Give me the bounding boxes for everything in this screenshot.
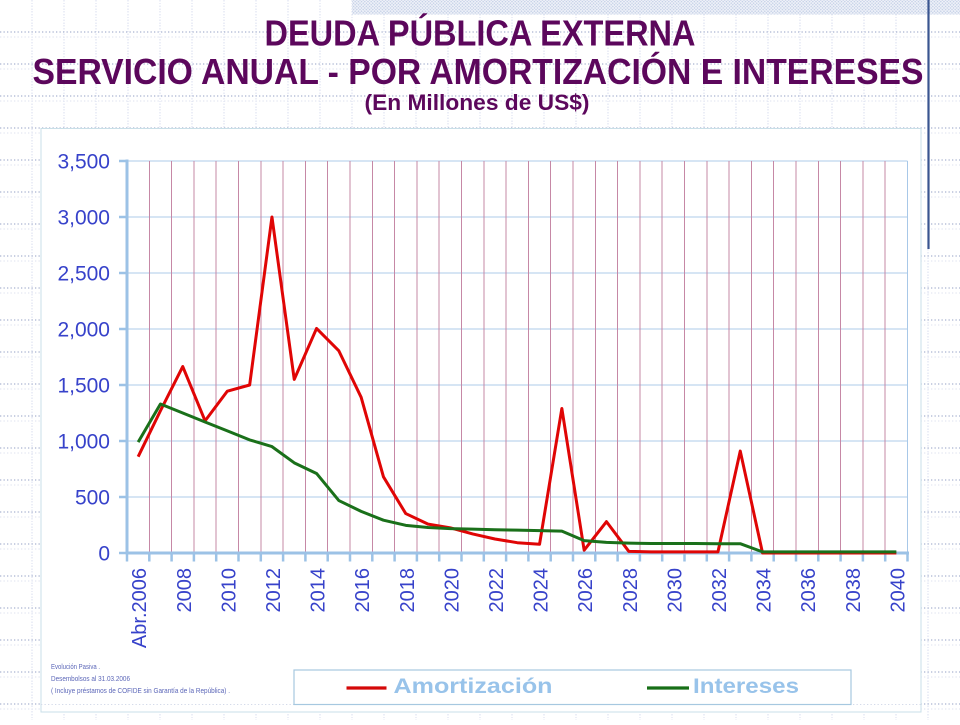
svg-text:2014: 2014 [308, 568, 330, 613]
svg-text:2032: 2032 [709, 568, 731, 613]
svg-text:3,000: 3,000 [57, 207, 110, 230]
svg-text:2036: 2036 [798, 568, 820, 613]
svg-text:( Incluye préstamos de COFIDE: ( Incluye préstamos de COFIDE sin Garant… [51, 686, 230, 695]
svg-text:2038: 2038 [843, 568, 865, 613]
svg-text:SERVICIO ANUAL - POR AMORTIZAC: SERVICIO ANUAL - POR AMORTIZACIÓN E INTE… [33, 50, 924, 92]
svg-text:1,500: 1,500 [57, 375, 110, 398]
svg-text:0: 0 [98, 543, 110, 566]
svg-text:2018: 2018 [397, 568, 419, 613]
svg-text:(En Millones de US$): (En Millones de US$) [365, 90, 590, 115]
svg-text:2030: 2030 [664, 568, 686, 613]
svg-text:2034: 2034 [754, 568, 776, 613]
svg-text:2024: 2024 [531, 568, 553, 613]
svg-text:2008: 2008 [174, 568, 196, 613]
svg-text:500: 500 [75, 487, 110, 510]
svg-text:2,500: 2,500 [57, 263, 110, 286]
svg-text:Abr.2006: Abr.2006 [129, 568, 151, 648]
svg-text:3,500: 3,500 [57, 151, 110, 174]
svg-text:2016: 2016 [352, 568, 374, 613]
svg-text:Amortización: Amortización [394, 674, 553, 698]
svg-text:2,000: 2,000 [57, 319, 110, 342]
svg-text:1,000: 1,000 [57, 431, 110, 454]
svg-text:2010: 2010 [218, 568, 240, 613]
svg-text:2028: 2028 [620, 568, 642, 613]
svg-text:2026: 2026 [575, 568, 597, 613]
svg-text:2022: 2022 [486, 568, 508, 613]
svg-text:Evolución Pasiva .: Evolución Pasiva . [51, 662, 100, 671]
svg-text:Desembolsos al 31.03.2006: Desembolsos al 31.03.2006 [51, 674, 130, 683]
svg-text:2040: 2040 [887, 568, 909, 613]
svg-text:2012: 2012 [263, 568, 285, 613]
svg-text:2020: 2020 [441, 568, 463, 613]
svg-text:Intereses: Intereses [693, 674, 799, 698]
svg-text:DEUDA PÚBLICA EXTERNA: DEUDA PÚBLICA EXTERNA [265, 12, 696, 54]
